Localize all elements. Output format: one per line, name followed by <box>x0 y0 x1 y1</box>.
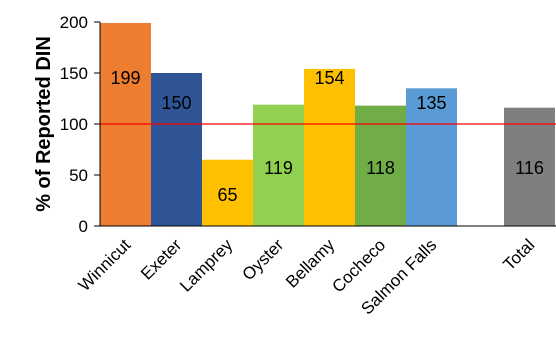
data-label: 150 <box>161 93 191 113</box>
y-tick-label: 0 <box>79 217 88 236</box>
bar-cocheco <box>355 105 406 226</box>
data-label: 135 <box>416 93 446 113</box>
x-tick-label: Total <box>499 235 538 274</box>
data-label: 154 <box>314 68 344 88</box>
x-tick-label: Exeter <box>137 235 185 283</box>
bar-oyster <box>253 104 304 226</box>
x-tick-label: Oyster <box>238 235 287 284</box>
y-ticks-group: 0 50 100 150 200 <box>60 13 100 236</box>
y-tick-label: 50 <box>69 166 88 185</box>
data-labels-group: 199 150 65 119 154 118 135 116 <box>110 68 543 205</box>
y-tick-label: 150 <box>60 64 88 83</box>
bar-bellamy <box>304 68 355 226</box>
bar-total <box>504 107 555 226</box>
y-tick-label: 100 <box>60 115 88 134</box>
bar-exeter <box>151 73 202 226</box>
x-tick-label: Winnicut <box>75 235 135 295</box>
bar-lamprey <box>202 159 253 226</box>
bars-group <box>100 23 555 226</box>
data-label: 65 <box>217 185 237 205</box>
x-tick-label: Lamprey <box>176 235 237 296</box>
data-label: 116 <box>515 158 544 178</box>
data-label: 118 <box>366 158 395 178</box>
bar-salmon-falls <box>406 88 457 226</box>
data-label: 119 <box>264 158 293 178</box>
y-tick-label: 200 <box>60 13 88 32</box>
data-label: 199 <box>110 68 140 88</box>
y-axis-label: % of Reported DIN <box>33 36 55 212</box>
